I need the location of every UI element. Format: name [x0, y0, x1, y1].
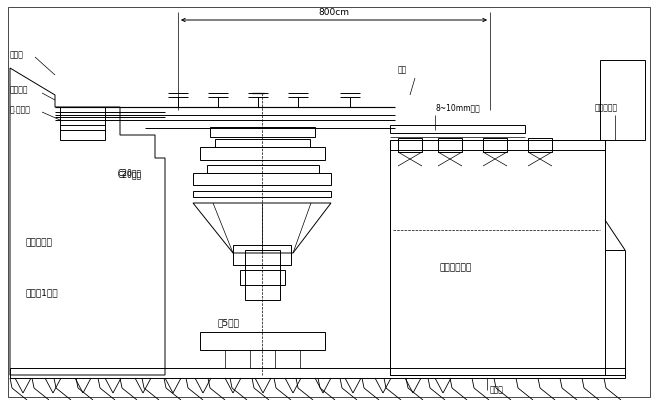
Text: 荐必预刮焦青: 荐必预刮焦青 — [440, 263, 472, 272]
Bar — [60, 107, 105, 140]
Text: 肥5桥墩: 肥5桥墩 — [218, 318, 240, 327]
Text: 后庇与1墙乙: 后庇与1墙乙 — [25, 288, 58, 297]
Text: 8~10mm钢板: 8~10mm钢板 — [435, 103, 480, 112]
Text: 硬东木枕板: 硬东木枕板 — [595, 103, 618, 112]
Bar — [398, 138, 422, 152]
Bar — [528, 138, 552, 152]
Bar — [240, 270, 285, 285]
Text: 地连方: 地连方 — [490, 385, 504, 394]
Bar — [193, 173, 331, 185]
Bar — [215, 139, 310, 147]
Bar — [390, 125, 525, 133]
Bar — [10, 368, 625, 378]
Text: 工桩布: 工桩布 — [10, 50, 24, 60]
Text: 工.工干桩: 工.工干桩 — [10, 106, 31, 114]
Bar — [200, 332, 325, 350]
Text: 二止节调: 二止节调 — [10, 86, 28, 94]
Bar — [207, 165, 319, 173]
Text: 加波坝万石: 加波坝万石 — [25, 238, 52, 247]
Text: C20况筑: C20况筑 — [118, 170, 142, 180]
Text: 800cm: 800cm — [318, 8, 349, 17]
Text: 固护: 固护 — [398, 65, 407, 74]
Text: C20况筑: C20况筑 — [118, 168, 142, 177]
Bar — [193, 191, 331, 197]
Bar — [483, 138, 507, 152]
Bar — [600, 60, 645, 140]
Bar — [438, 138, 462, 152]
Bar — [245, 250, 280, 300]
Bar — [390, 140, 605, 375]
Bar — [210, 127, 315, 137]
Bar — [233, 245, 291, 265]
Bar — [200, 147, 325, 160]
